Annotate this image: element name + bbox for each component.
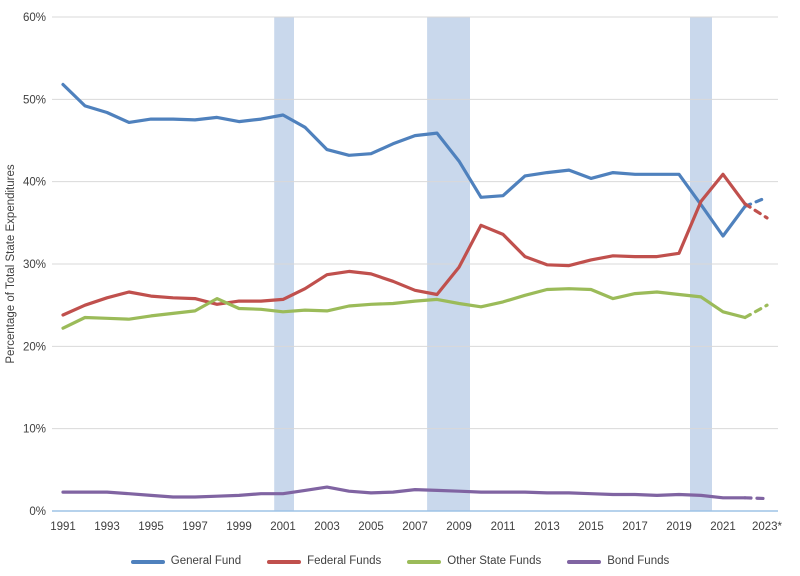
- legend-item-bond-funds: Bond Funds: [567, 556, 669, 568]
- x-tick-label: 1993: [94, 521, 120, 533]
- x-tick-label: 1995: [138, 521, 164, 533]
- legend-item-federal-funds: Federal Funds: [267, 556, 381, 568]
- chart-legend: General Fund Federal Funds Other State Fun…: [0, 549, 800, 575]
- y-tick-label: 60%: [23, 12, 46, 24]
- x-tick-label: 2001: [270, 521, 296, 533]
- x-tick-label: 1997: [182, 521, 208, 533]
- x-tick-label: 2003: [314, 521, 340, 533]
- x-tick-label: 1999: [226, 521, 252, 533]
- series-projection-bond-funds: [743, 496, 769, 501]
- x-tick-label: 2023*: [752, 521, 783, 533]
- series-line-bond-funds: [61, 485, 747, 500]
- line-chart: 0% 10% 20% 30% 40% 50% 60% 1991 1993 1995 1997 1999…: [5, 12, 783, 533]
- series-line-other-state-funds: [61, 287, 747, 330]
- series-line-general-fund: [61, 82, 747, 238]
- series-line-federal-funds: [61, 172, 747, 317]
- x-tick-label: 2019: [666, 521, 692, 533]
- series-projection-other-state-funds: [743, 303, 769, 320]
- x-tick-label: 2011: [491, 521, 516, 533]
- legend-item-other-state-funds: Other State Funds: [407, 556, 541, 568]
- x-tick-label: 2007: [402, 521, 428, 533]
- x-tick-label: 2017: [622, 521, 648, 533]
- legend-swatch-other-state-funds: [407, 560, 442, 564]
- y-tick-label: 20%: [23, 341, 46, 353]
- x-tick-label: 2009: [446, 521, 472, 533]
- x-tick-label: 1991: [50, 521, 76, 533]
- legend-label: Other State Funds: [447, 555, 542, 568]
- legend-swatch-general-fund: [130, 560, 165, 564]
- y-tick-label: 0%: [29, 506, 46, 518]
- legend-label: Federal Funds: [307, 555, 382, 568]
- series-projection-federal-funds: [743, 202, 769, 220]
- y-tick-label: 30%: [23, 259, 46, 271]
- x-tick-label: 2005: [358, 521, 384, 533]
- x-tick-label: 2021: [710, 521, 736, 533]
- legend-swatch-bond-funds: [567, 560, 602, 564]
- legend-label: General Fund: [170, 555, 242, 568]
- y-tick-label: 50%: [23, 94, 46, 106]
- y-tick-label: 10%: [23, 424, 46, 436]
- y-tick-label: 40%: [23, 177, 46, 189]
- x-tick-label: 2015: [578, 521, 604, 533]
- legend-label: Bond Funds: [607, 555, 670, 568]
- x-tick-label: 2013: [534, 521, 560, 533]
- legend-swatch-federal-funds: [267, 560, 302, 564]
- legend-item-general-fund: General Fund: [130, 555, 242, 568]
- y-axis-title: Percentage of Total State Expenditures: [5, 164, 17, 364]
